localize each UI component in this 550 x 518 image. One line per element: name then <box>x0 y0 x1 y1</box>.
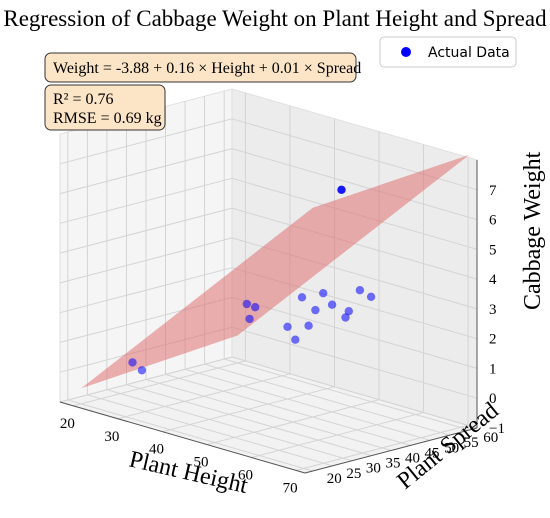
gridlines <box>59 91 478 474</box>
data-point <box>128 358 137 367</box>
z-tick-label: 3 <box>489 302 497 318</box>
data-points <box>128 185 376 375</box>
z-tick-label: 7 <box>489 183 497 199</box>
z-tick-label: 4 <box>489 272 497 288</box>
x-tick-label: 20 <box>60 416 75 432</box>
gridline-y-floor <box>224 358 470 431</box>
gridline-z-right <box>231 296 478 369</box>
legend: Actual Data <box>379 36 517 68</box>
equation-box: Weight = -3.88 + 0.16 × Height + 0.01 × … <box>44 52 361 83</box>
gridline-z-left <box>59 237 233 284</box>
y-tick-label: 20 <box>327 471 342 487</box>
legend-label: Actual Data <box>428 45 510 61</box>
data-point <box>242 299 251 309</box>
z-tick-label: 1 <box>489 361 497 377</box>
x-tick-label: 50 <box>194 455 209 471</box>
equation-text: Weight = -3.88 + 0.16 × Height + 0.01 × … <box>53 60 361 77</box>
gridline-z-left <box>59 356 233 403</box>
data-point <box>366 292 376 301</box>
gridline-z-right <box>231 356 478 429</box>
gridline-y-floor <box>184 368 431 441</box>
data-point <box>355 286 365 295</box>
y-tick-label: 60 <box>483 430 498 446</box>
gridline-y-floor <box>126 384 372 457</box>
x-tick-label: 30 <box>104 429 119 445</box>
metrics-box: R² = 0.76 RMSE = 0.69 kg <box>44 84 166 131</box>
data-point <box>319 289 328 298</box>
gridline-y-floor <box>204 363 450 436</box>
gridline-z-left <box>59 267 233 314</box>
data-point <box>304 321 313 330</box>
y-tick-label: 25 <box>346 466 361 482</box>
gridline-z-left <box>59 118 233 165</box>
y-tick-label: 35 <box>386 456 401 472</box>
gridline-z-left <box>59 177 233 224</box>
y-tick-label: 45 <box>425 445 440 461</box>
data-point <box>291 335 300 344</box>
rmse-text: RMSE = 0.69 kg <box>53 110 162 127</box>
z-tick-label: −1 <box>489 421 505 437</box>
gridline-y-floor <box>145 379 392 451</box>
z-axis-label: Cabbage Weight <box>520 151 546 310</box>
gridline-z-left <box>59 148 233 195</box>
z-tick-label: 5 <box>489 242 497 258</box>
gridline-z-right <box>231 326 478 399</box>
data-point <box>327 300 337 309</box>
gridline-y-floor <box>165 373 411 446</box>
regression-plane <box>81 154 470 389</box>
y-axis-line <box>304 427 478 474</box>
y-tick-label: 50 <box>444 440 459 456</box>
x-tick-label: 70 <box>283 480 298 496</box>
gridline-y-floor <box>67 399 313 472</box>
y-tick-label: 55 <box>464 435 479 451</box>
y-tick-label: 30 <box>366 461 381 477</box>
gridline-y-floor <box>106 389 353 462</box>
gridline-z-right <box>231 148 478 221</box>
z-tick-label: 0 <box>489 391 497 407</box>
y-tick-label: 40 <box>405 451 420 467</box>
data-point <box>251 303 260 312</box>
data-point <box>137 366 147 375</box>
x-axis-label: Plant Height <box>127 447 251 500</box>
data-point <box>311 305 320 315</box>
data-point <box>344 307 353 316</box>
x-tick-label: 60 <box>238 468 253 484</box>
r2-text: R² = 0.76 <box>53 91 114 108</box>
z-tick-label: 6 <box>489 213 497 229</box>
regression-plane-surface <box>81 154 470 389</box>
gridline-y-floor <box>87 394 333 467</box>
legend-marker <box>401 47 411 57</box>
chart-title: Regression of Cabbage Weight on Plant He… <box>3 6 547 31</box>
data-point <box>337 185 346 194</box>
z-tick-label: 2 <box>489 332 497 348</box>
data-point <box>341 313 350 322</box>
gridline-z-left <box>59 207 233 254</box>
x-tick-label: 40 <box>149 442 164 458</box>
data-point <box>245 314 254 324</box>
x-axis-line <box>59 401 306 474</box>
data-point <box>283 322 292 331</box>
data-point <box>297 293 307 302</box>
